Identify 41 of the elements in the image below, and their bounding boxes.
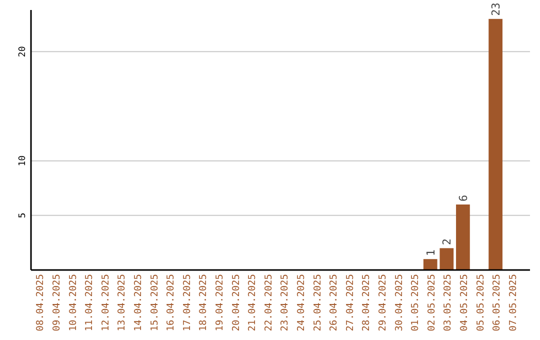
data-label: 1 <box>424 249 438 256</box>
x-tick-label: 02.05.2025 <box>426 274 438 332</box>
x-tick-label: 03.05.2025 <box>442 274 454 332</box>
bar <box>423 259 438 270</box>
y-tick-label: 20 <box>18 46 28 58</box>
x-tick-label: 21.04.2025 <box>247 274 258 332</box>
x-tick-label: 18.04.2025 <box>198 274 210 332</box>
data-label: 2 <box>440 238 454 246</box>
x-tick-label: 05.05.2025 <box>475 274 486 332</box>
data-label: 23 <box>490 2 503 16</box>
y-tick-label: 10 <box>18 155 28 166</box>
x-tick-label: 10.04.2025 <box>68 274 79 332</box>
bar <box>440 248 454 270</box>
x-tick-label: 08.04.2025 <box>35 274 46 332</box>
x-tick-label: 29.04.2025 <box>377 274 388 332</box>
x-tick-label: 15.04.2025 <box>149 274 160 332</box>
x-tick-label: 07.05.2025 <box>508 274 519 332</box>
x-tick-label: 28.04.2025 <box>361 274 372 332</box>
y-tick-label: 5 <box>18 212 28 218</box>
x-tick-label: 26.04.2025 <box>328 274 340 332</box>
x-tick-label: 14.04.2025 <box>132 274 144 332</box>
x-tick-label: 24.04.2025 <box>296 274 307 332</box>
data-label: 6 <box>456 194 470 202</box>
x-tick-label: 01.05.2025 <box>410 274 422 332</box>
x-tick-label: 04.05.2025 <box>458 274 470 332</box>
x-tick-label: 12.04.2025 <box>100 274 112 332</box>
x-tick-label: 17.04.2025 <box>182 274 193 332</box>
x-tick-label: 13.04.2025 <box>116 274 128 332</box>
bar <box>488 18 502 270</box>
x-tick-label: 23.04.2025 <box>280 274 291 332</box>
x-tick-label: 16.04.2025 <box>166 274 177 332</box>
x-tick-label: 11.04.2025 <box>84 274 96 332</box>
x-tick-label: 22.04.2025 <box>263 274 274 332</box>
x-tick-label: 20.04.2025 <box>230 274 242 332</box>
x-tick-label: 25.04.2025 <box>312 274 324 332</box>
x-tick-label: 19.04.2025 <box>214 274 226 332</box>
x-tick-label: 06.05.2025 <box>492 274 503 332</box>
x-tick-label: 27.04.2025 <box>344 274 356 332</box>
x-tick-label: 09.04.2025 <box>51 274 62 332</box>
x-tick-label: 30.04.2025 <box>394 274 405 332</box>
bar <box>456 204 470 270</box>
